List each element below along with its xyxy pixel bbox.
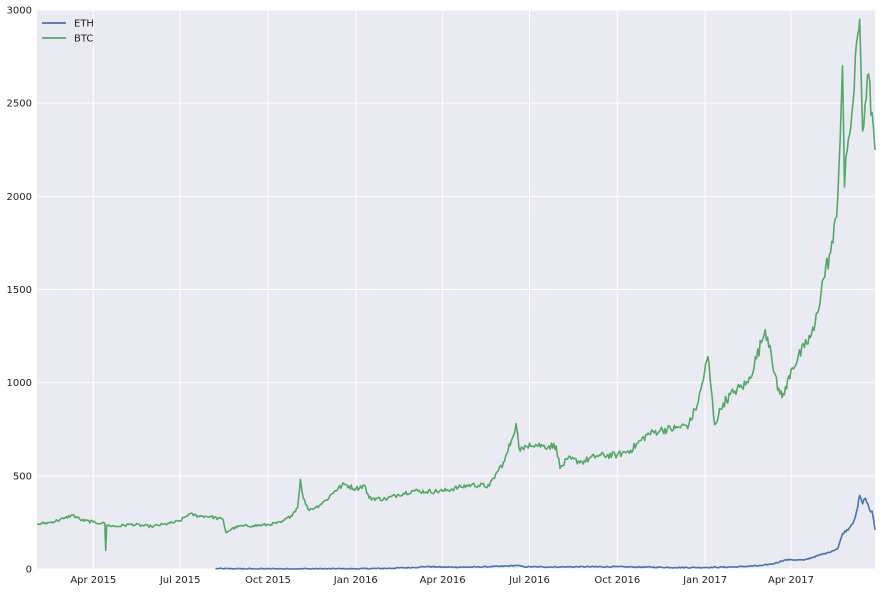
y-tick-label: 3000 xyxy=(7,6,32,17)
y-tick-label: 2000 xyxy=(7,192,32,203)
legend-label-eth: ETH xyxy=(74,19,94,30)
y-tick-label: 1500 xyxy=(7,285,32,296)
legend: ETH BTC xyxy=(42,19,94,45)
series-layer xyxy=(37,18,876,570)
y-tick-label: 1000 xyxy=(7,378,32,389)
y-tick-label: 2500 xyxy=(7,99,32,110)
x-tick-label: Jul 2016 xyxy=(508,575,550,586)
x-tick-label: Jan 2017 xyxy=(682,575,727,586)
x-tick-label: Jan 2016 xyxy=(333,575,378,586)
x-tick-label: Apr 2016 xyxy=(420,575,466,586)
legend-label-btc: BTC xyxy=(74,34,93,45)
series-line-eth xyxy=(215,494,876,570)
series-line-btc xyxy=(37,18,876,552)
x-tick-label: Apr 2017 xyxy=(768,575,814,586)
x-tick-label: Oct 2015 xyxy=(245,575,291,586)
y-tick-label: 500 xyxy=(13,471,32,482)
gridlines xyxy=(37,9,875,570)
x-tick-label: Oct 2016 xyxy=(594,575,640,586)
x-tick-label: Jul 2015 xyxy=(159,575,201,586)
x-tick-label: Apr 2015 xyxy=(70,575,116,586)
y-tick-label: 0 xyxy=(26,565,32,576)
y-axis: 0 500 1000 1500 2000 2500 3000 xyxy=(7,6,32,576)
x-axis: Apr 2015 Jul 2015 Oct 2015 Jan 2016 Apr 2016… xyxy=(70,575,814,586)
